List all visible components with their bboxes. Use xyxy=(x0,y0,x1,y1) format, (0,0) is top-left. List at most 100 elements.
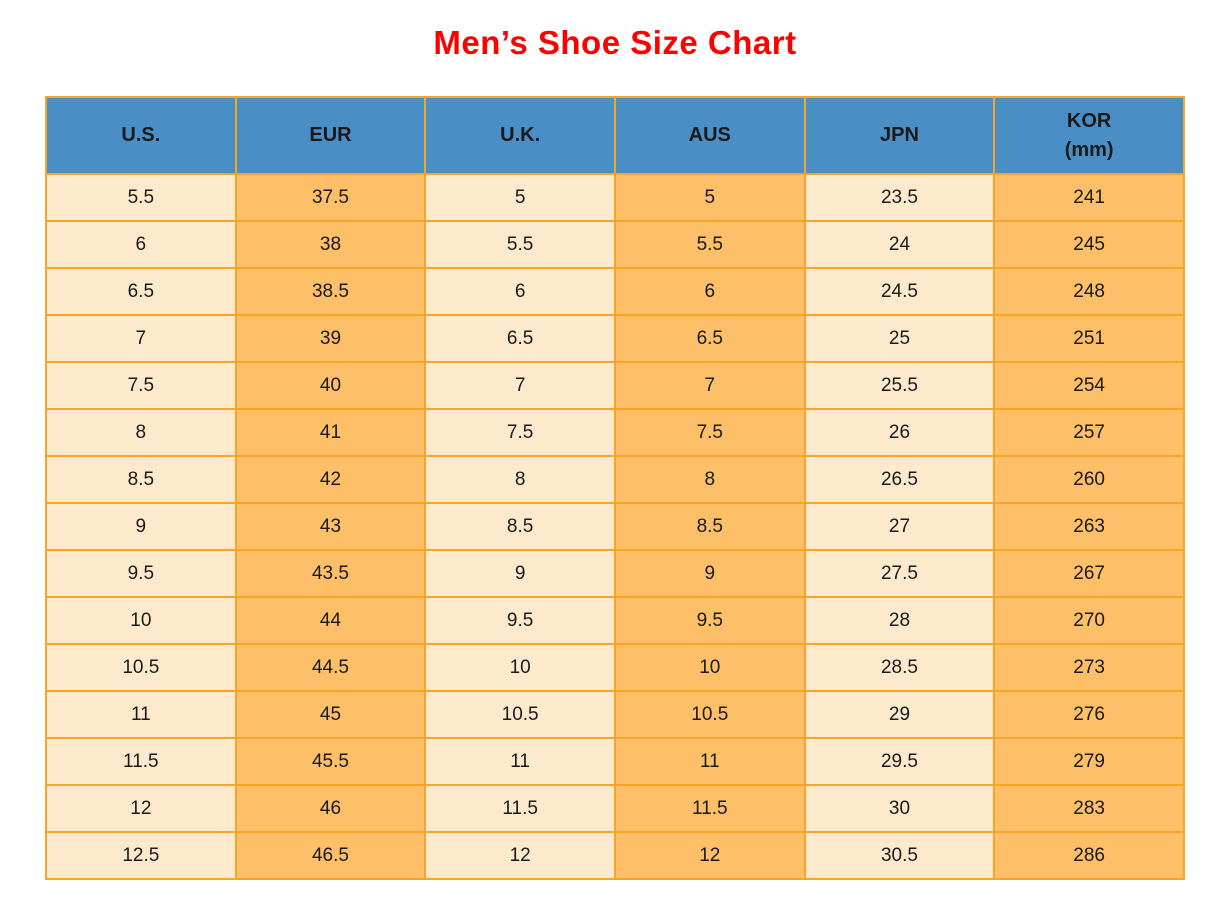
table-cell: 24 xyxy=(803,220,996,269)
column-header-aus: AUS xyxy=(613,96,806,175)
table-cell: 26.5 xyxy=(803,455,996,504)
table-cell: 283 xyxy=(993,784,1185,833)
table-cell: 5 xyxy=(613,173,806,222)
table-cell: 6.5 xyxy=(424,314,616,363)
table-cell: 24.5 xyxy=(803,267,996,316)
table-row: 5.5 37.5 5 5 23.5 241 xyxy=(45,173,1185,222)
table-cell: 45.5 xyxy=(234,737,427,786)
table-cell: 38.5 xyxy=(234,267,427,316)
table-cell: 273 xyxy=(993,643,1185,692)
table-cell: 10.5 xyxy=(613,690,806,739)
table-cell: 10.5 xyxy=(424,690,616,739)
table-cell: 11.5 xyxy=(45,737,237,786)
table-cell: 5.5 xyxy=(613,220,806,269)
table-cell: 5.5 xyxy=(45,173,237,222)
table-cell: 7 xyxy=(613,361,806,410)
table-cell: 286 xyxy=(993,831,1185,880)
table-cell: 39 xyxy=(234,314,427,363)
table-cell: 25 xyxy=(803,314,996,363)
table-cell: 8.5 xyxy=(613,502,806,551)
table-cell: 37.5 xyxy=(234,173,427,222)
table-cell: 8 xyxy=(45,408,237,457)
table-cell: 7.5 xyxy=(424,408,616,457)
table-row: 9.5 43.5 9 9 27.5 267 xyxy=(45,549,1185,598)
table-row: 12 46 11.5 11.5 30 283 xyxy=(45,784,1185,833)
table-row: 11.5 45.5 11 11 29.5 279 xyxy=(45,737,1185,786)
table-cell: 6 xyxy=(424,267,616,316)
table-cell: 46.5 xyxy=(234,831,427,880)
table-cell: 44 xyxy=(234,596,427,645)
table-cell: 245 xyxy=(993,220,1185,269)
table-row: 12.5 46.5 12 12 30.5 286 xyxy=(45,831,1185,880)
column-header-label: U.S. xyxy=(121,124,161,146)
column-header-label: JPN xyxy=(880,124,919,146)
table-cell: 10 xyxy=(424,643,616,692)
table-cell: 10 xyxy=(45,596,237,645)
table-cell: 26 xyxy=(803,408,996,457)
table-cell: 9 xyxy=(45,502,237,551)
table-cell: 270 xyxy=(993,596,1185,645)
table-cell: 12.5 xyxy=(45,831,237,880)
column-header-jpn: JPN xyxy=(803,96,996,175)
header-row: U.S. EUR U.K. AUS JPN KOR (mm) xyxy=(45,96,1185,175)
table-cell: 7 xyxy=(45,314,237,363)
table-cell: 27.5 xyxy=(803,549,996,598)
table-cell: 248 xyxy=(993,267,1185,316)
table-cell: 28.5 xyxy=(803,643,996,692)
column-header-label: EUR xyxy=(309,124,352,146)
table-cell: 267 xyxy=(993,549,1185,598)
table-cell: 9.5 xyxy=(613,596,806,645)
table-cell: 8.5 xyxy=(424,502,616,551)
table-row: 7.5 40 7 7 25.5 254 xyxy=(45,361,1185,410)
table-cell: 30.5 xyxy=(803,831,996,880)
table-header: U.S. EUR U.K. AUS JPN KOR (mm) xyxy=(45,96,1185,175)
table-row: 8 41 7.5 7.5 26 257 xyxy=(45,408,1185,457)
table-cell: 45 xyxy=(234,690,427,739)
table-cell: 42 xyxy=(234,455,427,504)
table-cell: 12 xyxy=(613,831,806,880)
table-cell: 276 xyxy=(993,690,1185,739)
column-header-eur: EUR xyxy=(234,96,427,175)
shoe-size-table: U.S. EUR U.K. AUS JPN KOR (mm) xyxy=(45,96,1185,880)
table-cell: 28 xyxy=(803,596,996,645)
table-cell: 12 xyxy=(45,784,237,833)
page-title: Men’s Shoe Size Chart xyxy=(433,24,797,61)
table-cell: 5.5 xyxy=(424,220,616,269)
table-cell: 23.5 xyxy=(803,173,996,222)
table-cell: 5 xyxy=(424,173,616,222)
table-cell: 11 xyxy=(45,690,237,739)
table-cell: 25.5 xyxy=(803,361,996,410)
table-cell: 8 xyxy=(613,455,806,504)
table-cell: 7.5 xyxy=(45,361,237,410)
table-cell: 11 xyxy=(613,737,806,786)
table-body: 5.5 37.5 5 5 23.5 241 6 38 5.5 5.5 24 245 6.5 38.5 6 6 2… xyxy=(45,173,1185,880)
table-row: 6 38 5.5 5.5 24 245 xyxy=(45,220,1185,269)
table-cell: 254 xyxy=(993,361,1185,410)
table-cell: 29.5 xyxy=(803,737,996,786)
column-header-sublabel: (mm) xyxy=(1064,138,1114,161)
table-cell: 11.5 xyxy=(613,784,806,833)
table-row: 10.5 44.5 10 10 28.5 273 xyxy=(45,643,1185,692)
table-cell: 12 xyxy=(424,831,616,880)
table-cell: 43 xyxy=(234,502,427,551)
table-cell: 6 xyxy=(45,220,237,269)
table-cell: 9.5 xyxy=(45,549,237,598)
column-header-label: U.K. xyxy=(500,124,541,146)
table-cell: 260 xyxy=(993,455,1185,504)
table-cell: 6.5 xyxy=(613,314,806,363)
table-cell: 46 xyxy=(234,784,427,833)
table-cell: 279 xyxy=(993,737,1185,786)
table-cell: 10 xyxy=(613,643,806,692)
column-header-us: U.S. xyxy=(45,96,237,175)
table-cell: 11.5 xyxy=(424,784,616,833)
table-cell: 27 xyxy=(803,502,996,551)
table-row: 11 45 10.5 10.5 29 276 xyxy=(45,690,1185,739)
column-header-kor: KOR (mm) xyxy=(993,96,1185,175)
table-cell: 241 xyxy=(993,173,1185,222)
table-cell: 257 xyxy=(993,408,1185,457)
table-row: 6.5 38.5 6 6 24.5 248 xyxy=(45,267,1185,316)
table-cell: 263 xyxy=(993,502,1185,551)
table-cell: 38 xyxy=(234,220,427,269)
table-cell: 6.5 xyxy=(45,267,237,316)
